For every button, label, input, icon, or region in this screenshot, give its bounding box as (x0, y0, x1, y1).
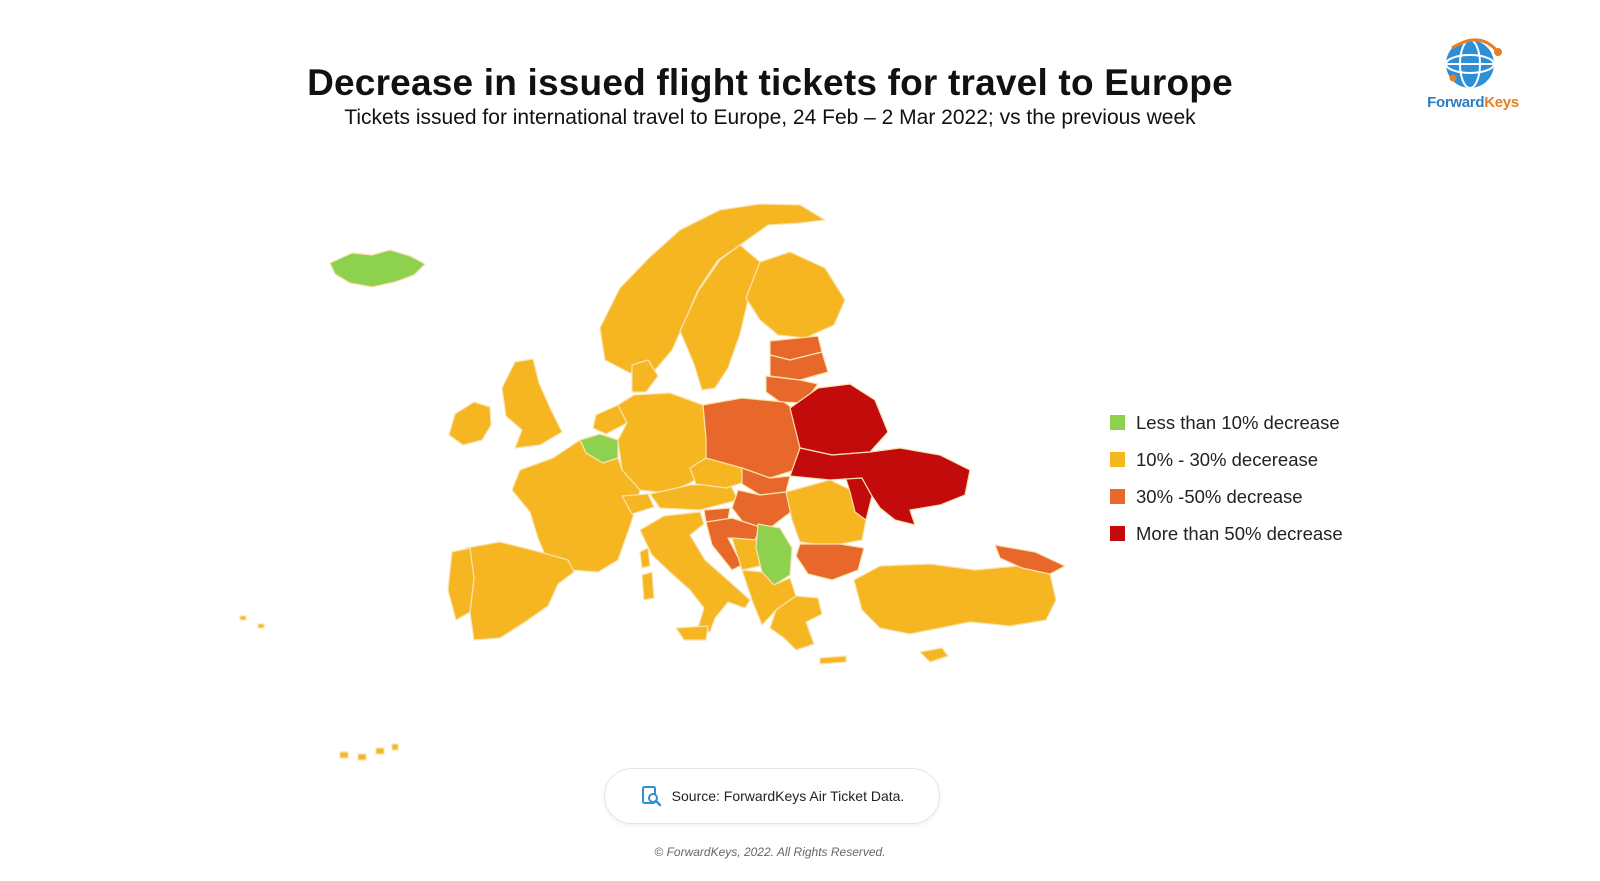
region-bulgaria (795, 543, 865, 581)
region-spain (465, 541, 575, 641)
logo-wordmark: ForwardKeys (1418, 94, 1528, 111)
region-corsica (639, 547, 651, 569)
region-netherlands (592, 404, 628, 435)
region-canary-islands (339, 743, 399, 761)
source-badge: Source: ForwardKeys Air Ticket Data. (604, 768, 940, 824)
document-search-icon (641, 786, 661, 807)
legend-swatch-orange (1110, 489, 1125, 504)
legend-label: 10% - 30% decerease (1136, 448, 1319, 470)
region-ukraine (789, 447, 971, 526)
legend-item: 30% -50% decrease (1110, 478, 1343, 515)
legend-item: More than 50% decrease (1110, 515, 1343, 552)
region-crete (819, 655, 847, 665)
legend-swatch-amber (1110, 452, 1125, 467)
region-croatia (705, 517, 761, 571)
region-serbia (755, 523, 793, 586)
logo-word-forward: Forward (1427, 94, 1485, 111)
region-turkey (853, 563, 1057, 635)
region-sardinia (641, 571, 655, 601)
region-greece (769, 595, 823, 651)
source-text: Source: ForwardKeys Air Ticket Data. (671, 788, 905, 804)
forwardkeys-logo: ForwardKeys (1418, 36, 1528, 116)
region-germany (617, 392, 711, 494)
region-denmark (631, 359, 659, 393)
region-finland (745, 251, 846, 339)
legend-label: Less than 10% decrease (1136, 411, 1340, 433)
region-france (511, 439, 641, 573)
region-hungary (731, 489, 797, 529)
legend-label: More than 50% decrease (1136, 522, 1343, 544)
copyright-notice: © ForwardKeys, 2022. All Rights Reserved… (654, 845, 886, 859)
legend-label: 30% -50% decrease (1136, 485, 1303, 507)
legend-item: 10% - 30% decerease (1110, 441, 1343, 478)
region-cyprus (919, 647, 949, 663)
map-title: Decrease in issued flight tickets for tr… (307, 62, 1233, 103)
region-georgia (994, 544, 1066, 575)
region-norway (599, 203, 826, 374)
legend-swatch-green (1110, 415, 1125, 430)
region-romania (785, 479, 867, 547)
region-italy (639, 511, 751, 633)
region-portugal (447, 547, 475, 621)
region-sweden (679, 244, 761, 391)
region-ireland (448, 401, 492, 446)
map-subtitle: Tickets issued for international travel … (344, 106, 1196, 129)
globe-network-icon (1445, 38, 1502, 89)
logo-word-keys: Keys (1484, 94, 1519, 111)
map-legend: Less than 10% decrease 10% - 30% decerea… (1110, 404, 1343, 552)
region-switzerland (621, 493, 655, 515)
region-great-britain (501, 358, 563, 449)
region-madeira (239, 615, 265, 629)
legend-swatch-red (1110, 526, 1125, 541)
legend-item: Less than 10% decrease (1110, 404, 1343, 441)
region-iceland (329, 249, 426, 288)
region-sicily (675, 625, 709, 641)
